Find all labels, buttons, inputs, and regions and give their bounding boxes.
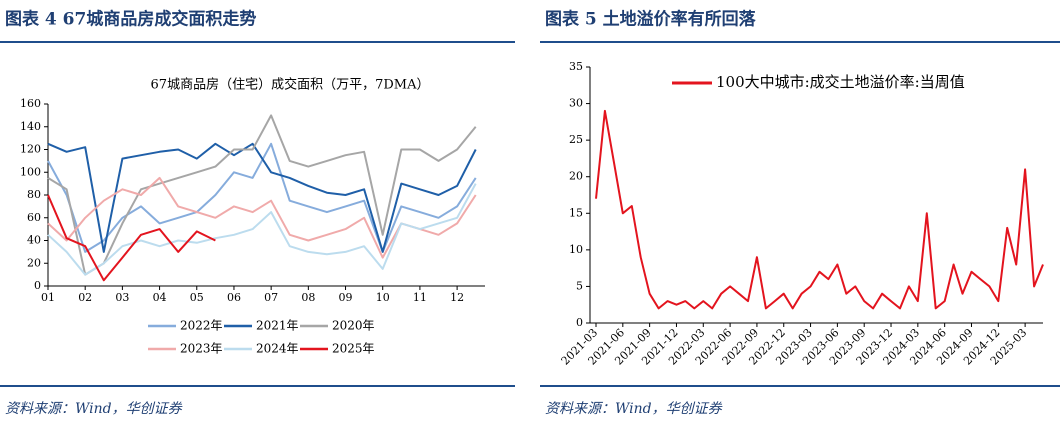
x-tick-label: 05 [190,291,204,304]
x-tick-label: 10 [376,291,390,304]
chart-title: 67城商品房（住宅）成交面积（万平，7DMA） [151,77,430,93]
y-tick-label: 35 [569,60,583,73]
x-tick-label: 04 [153,291,167,304]
x-tick-label: 07 [264,291,278,304]
figure-title: 图表 4 67城商品房成交面积走势 [5,9,256,30]
legend-label: 2023年 [180,342,223,356]
y-tick-label: 40 [27,234,41,247]
source: 资料来源：Wind，华创证券 [545,401,723,417]
y-tick-label: 0 [34,279,41,292]
x-tick-label: 09 [339,291,353,304]
legend-label: 2025年 [332,342,375,356]
series-line [47,183,477,276]
x-tick-label: 12 [450,291,464,304]
y-tick-label: 30 [569,97,583,110]
series-line [47,142,477,253]
y-tick-label: 60 [27,211,41,224]
series-line [47,194,216,282]
x-tick-label: 08 [301,291,315,304]
y-tick-label: 25 [569,133,583,146]
y-tick-label: 140 [20,120,41,133]
y-tick-label: 0 [576,316,583,329]
y-tick-label: 15 [569,206,583,219]
y-tick-label: 120 [20,143,41,156]
series-line [47,142,477,253]
y-tick-label: 5 [576,279,583,292]
x-tick-label: 02 [78,291,92,304]
y-tick-label: 20 [569,170,583,183]
x-tick-label: 03 [115,291,129,304]
x-tick-label: 01 [41,291,55,304]
series-line [595,109,1044,310]
legend-label: 2022年 [180,319,223,333]
source: 资料来源：Wind，华创证券 [5,401,183,417]
y-tick-label: 160 [20,97,41,110]
x-tick-label: 11 [413,291,427,304]
y-tick-label: 20 [27,256,41,269]
figure-title: 图表 5 土地溢价率有所回落 [545,9,757,30]
y-tick-label: 80 [27,188,41,201]
series-line [47,114,477,276]
legend-label: 2020年 [332,319,375,333]
y-tick-label: 10 [569,243,583,256]
legend-label: 100大中城市:成交土地溢价率:当周值 [716,73,965,91]
y-tick-label: 100 [20,165,41,178]
legend-label: 2021年 [256,319,299,333]
x-tick-label: 06 [227,291,241,304]
legend-label: 2024年 [256,342,299,356]
